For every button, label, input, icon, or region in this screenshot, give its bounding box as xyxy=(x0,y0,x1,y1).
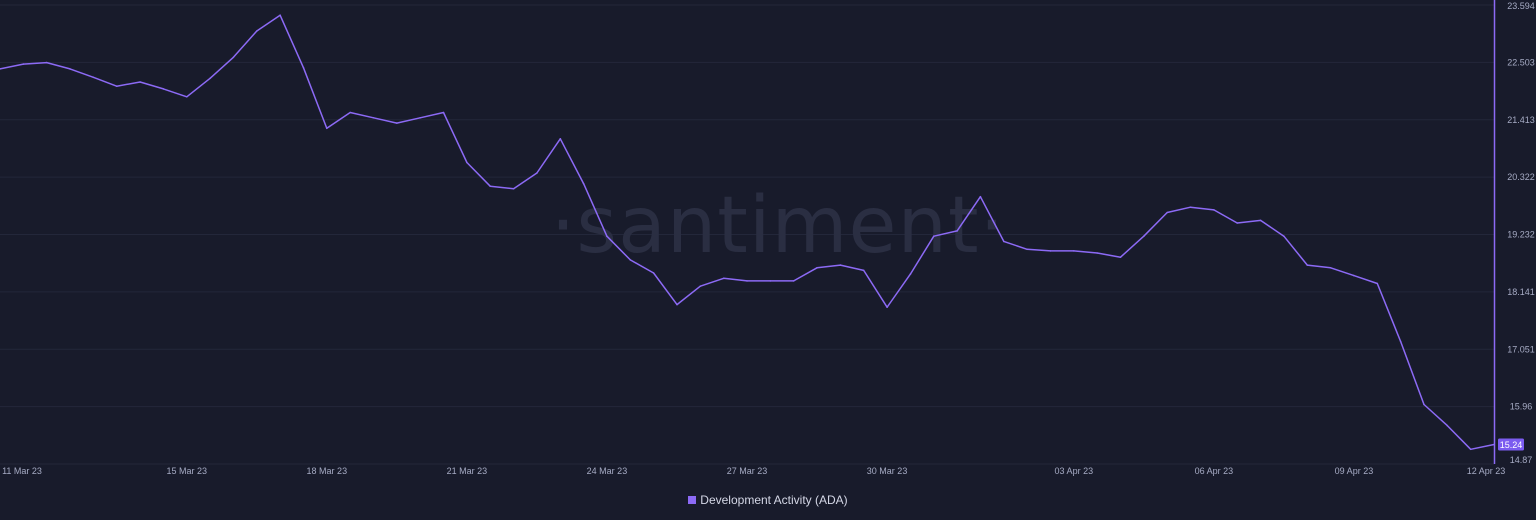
legend-label: Development Activity (ADA) xyxy=(700,493,848,507)
series-layer xyxy=(0,14,1495,451)
data-point xyxy=(1306,264,1309,266)
legend-swatch xyxy=(688,496,697,504)
data-point xyxy=(69,68,71,70)
data-point xyxy=(1166,211,1168,214)
y-tick-label: 21.413 xyxy=(1507,115,1535,125)
data-point xyxy=(956,230,958,232)
y-tick-label: 17.051 xyxy=(1507,344,1535,354)
data-point xyxy=(162,88,165,90)
x-tick-label: 11 Mar 23 xyxy=(2,466,42,476)
x-tick-label: 30 Mar 23 xyxy=(867,466,908,476)
data-point xyxy=(372,117,375,119)
data-point xyxy=(466,161,468,164)
x-tick-label: 24 Mar 23 xyxy=(587,466,628,476)
data-point xyxy=(186,96,188,98)
data-point xyxy=(45,61,48,64)
data-point xyxy=(1329,267,1332,269)
data-point xyxy=(746,280,748,282)
data-point xyxy=(1049,250,1052,252)
data-point xyxy=(979,195,982,198)
x-tick-label: 21 Mar 23 xyxy=(447,466,488,476)
data-point xyxy=(676,303,678,306)
data-point xyxy=(559,138,562,140)
x-tick-label: 09 Apr 23 xyxy=(1335,466,1374,476)
x-tick-label: 06 Apr 23 xyxy=(1195,466,1234,476)
data-point xyxy=(933,235,935,237)
x-tick-label: 27 Mar 23 xyxy=(727,466,768,476)
data-point xyxy=(419,117,422,119)
data-point xyxy=(442,111,445,114)
data-point xyxy=(629,259,632,261)
y-tick-label: 20.322 xyxy=(1507,172,1535,182)
data-point xyxy=(1073,250,1075,252)
data-point xyxy=(1119,256,1122,259)
current-value-badge-bg xyxy=(1498,438,1524,451)
data-point xyxy=(536,172,538,174)
data-point xyxy=(0,68,1,70)
data-point xyxy=(255,30,258,32)
data-point xyxy=(1003,240,1005,243)
x-axis-ticks: 11 Mar 23 15 Mar 23 18 Mar 23 21 Mar 23 24 M… xyxy=(2,466,1505,476)
data-point xyxy=(279,14,281,16)
data-point xyxy=(652,272,655,274)
gridlines xyxy=(0,4,1494,465)
data-point xyxy=(1259,219,1262,222)
data-point xyxy=(909,273,912,275)
data-point xyxy=(792,280,795,282)
data-point xyxy=(1376,282,1379,285)
data-point xyxy=(1213,209,1215,211)
data-point xyxy=(326,127,328,130)
santiment-watermark: ·santiment· xyxy=(551,181,1006,271)
data-point xyxy=(1026,248,1028,251)
data-point xyxy=(22,63,25,65)
data-point xyxy=(115,85,118,87)
chart-plot: ·santiment· 23.594 22.503 21.413 20.322 19.2… xyxy=(0,0,1535,476)
data-point xyxy=(1236,222,1238,224)
data-point xyxy=(349,111,352,114)
y-tick-label: 14.87 xyxy=(1510,455,1533,465)
y-tick-label: 19.232 xyxy=(1507,230,1535,240)
data-point xyxy=(769,280,772,282)
data-point xyxy=(862,269,865,272)
y-tick-label: 22.503 xyxy=(1507,57,1535,67)
data-point xyxy=(209,77,211,80)
x-tick-label: 15 Mar 23 xyxy=(166,466,207,476)
y-tick-label: 15.96 xyxy=(1510,402,1533,412)
data-point xyxy=(886,306,888,309)
data-point xyxy=(1283,235,1285,237)
x-tick-label: 18 Mar 23 xyxy=(307,466,348,476)
y-tick-label: 18.141 xyxy=(1507,287,1535,297)
data-point xyxy=(489,185,492,187)
current-value-badge: 15.24 xyxy=(1498,438,1524,451)
current-value-label: 15.24 xyxy=(1500,440,1523,450)
data-point xyxy=(1143,235,1145,237)
data-point xyxy=(1096,252,1098,254)
data-point xyxy=(139,81,141,83)
data-point xyxy=(302,67,305,69)
data-point xyxy=(1446,424,1449,427)
data-point xyxy=(582,182,585,185)
y-tick-label: 23.594 xyxy=(1507,1,1535,11)
data-point xyxy=(699,285,702,288)
data-point xyxy=(606,235,608,237)
data-point xyxy=(1189,206,1192,208)
data-point xyxy=(1423,403,1425,406)
data-point xyxy=(816,267,818,269)
data-point xyxy=(92,76,95,79)
data-point xyxy=(396,122,398,124)
data-point xyxy=(512,188,515,190)
data-point xyxy=(1353,274,1355,277)
data-point xyxy=(232,56,235,59)
data-point xyxy=(1469,448,1472,451)
data-point xyxy=(1399,340,1402,343)
x-tick-label: 03 Apr 23 xyxy=(1055,466,1094,476)
data-point xyxy=(839,264,842,266)
y-axis-ticks: 23.594 22.503 21.413 20.322 19.232 18.141 17.0… xyxy=(1507,1,1535,465)
legend[interactable]: Development Activity (ADA) xyxy=(0,493,1536,507)
x-tick-label: 12 Apr 23 xyxy=(1467,466,1506,476)
data-point xyxy=(722,277,725,280)
